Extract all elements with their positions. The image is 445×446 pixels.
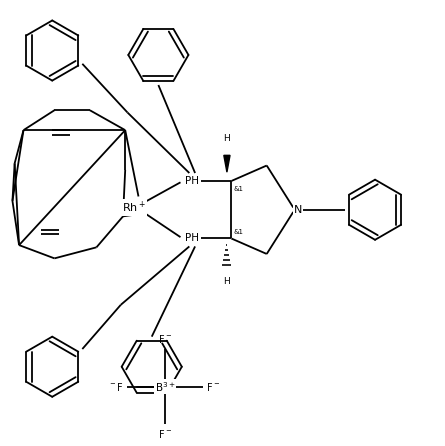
Polygon shape: [224, 155, 230, 172]
Text: N: N: [294, 205, 302, 215]
Text: $^-$F: $^-$F: [108, 380, 124, 392]
Text: Rh$^+$: Rh$^+$: [122, 200, 146, 215]
Text: H: H: [223, 277, 231, 286]
Text: H: H: [223, 133, 231, 143]
Text: F$^-$: F$^-$: [158, 428, 172, 440]
Text: &1: &1: [234, 186, 243, 192]
Text: &1: &1: [234, 229, 243, 235]
Text: B$^{3+}$: B$^{3+}$: [155, 380, 175, 393]
Text: F$^-$: F$^-$: [158, 334, 172, 346]
Text: PH: PH: [185, 176, 198, 186]
Text: PH: PH: [185, 233, 198, 244]
Text: F$^-$: F$^-$: [206, 380, 220, 392]
